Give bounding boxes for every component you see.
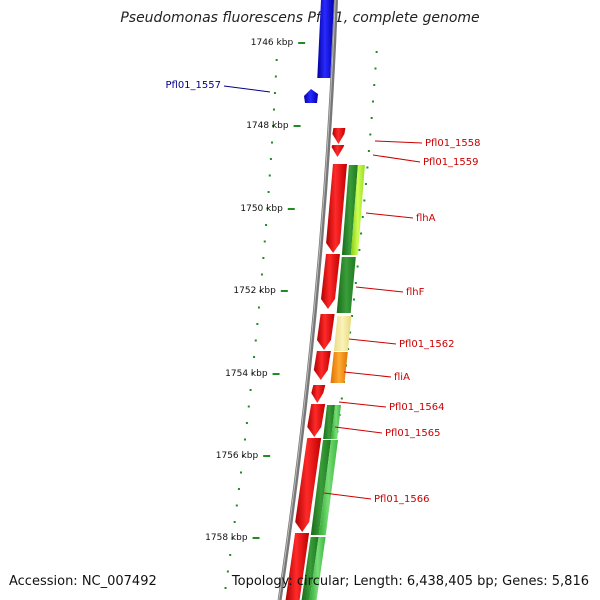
gene-block — [313, 351, 331, 380]
gene-block — [332, 128, 346, 144]
backbone-arc — [277, 0, 338, 600]
gene-label-leader — [323, 492, 372, 500]
scale-label: 1746 kbp — [251, 38, 294, 48]
scale-track: 1746 kbp 1748 kbp 1750 kbp 1752 kbp 1754 kbp… — [205, 38, 306, 543]
cog-block — [323, 405, 335, 439]
scale-label: 1756 kbp — [216, 451, 259, 461]
gene-block — [317, 0, 334, 78]
gene-label[interactable]: Pfl01_1557 — [165, 80, 221, 91]
cog-block — [336, 257, 356, 313]
gene-label[interactable]: Pfl01_1566 — [374, 494, 430, 505]
gene-label-leader — [338, 401, 387, 408]
gene-label[interactable]: Pfl01_1564 — [389, 402, 445, 413]
scale-label: 1754 kbp — [225, 369, 268, 379]
gene-label[interactable]: Pfl01_1559 — [423, 157, 479, 168]
gene-block — [304, 89, 318, 103]
gene-label-leader — [365, 212, 414, 219]
accession-label: Accession: NC_007492 — [9, 574, 157, 589]
genome-summary: Topology: circular; Length: 6,438,405 bp… — [231, 574, 589, 589]
map-title: Pseudomonas fluorescens Pf0-1, complete … — [120, 10, 480, 26]
gene-label-leader — [348, 338, 397, 345]
gene-label[interactable]: Pfl01_1565 — [385, 428, 441, 439]
cog-block — [318, 440, 338, 535]
gene-block — [317, 314, 335, 350]
gene-track — [285, 0, 365, 600]
gene-block — [285, 533, 310, 600]
gene-label-leader — [343, 371, 392, 378]
gene-label[interactable]: flhF — [406, 287, 425, 298]
gene-block — [311, 385, 326, 403]
cog-block — [331, 405, 341, 439]
gene-block — [307, 404, 326, 437]
cog-block — [301, 537, 319, 600]
gene-label-leader — [223, 85, 271, 93]
gene-label[interactable]: flhA — [416, 213, 436, 224]
scale-label: 1758 kbp — [205, 533, 248, 543]
gene-label[interactable]: Pfl01_1562 — [399, 339, 455, 350]
cog-block — [310, 440, 331, 535]
cog-block — [330, 352, 348, 383]
gene-label-leader — [334, 426, 383, 434]
gene-label-layer: Pfl01_1557 Pfl01_1558 Pfl01_1559 flhA flhF Pf… — [165, 80, 480, 505]
gene-label[interactable]: Pfl01_1558 — [425, 138, 481, 149]
cog-block — [341, 165, 358, 255]
scale-label: 1752 kbp — [233, 286, 276, 296]
gene-label[interactable]: fliA — [394, 372, 410, 383]
gene-block — [326, 164, 347, 253]
gene-label-leader — [372, 154, 421, 163]
cog-block — [309, 537, 326, 600]
cog-block — [350, 165, 365, 255]
gene-label-leader — [355, 286, 404, 293]
scale-label: 1748 kbp — [246, 121, 289, 131]
gene-label-leader — [374, 140, 423, 144]
gene-block — [295, 438, 322, 532]
gene-block — [331, 145, 345, 157]
cog-block — [333, 316, 352, 351]
scale-label: 1750 kbp — [240, 204, 283, 214]
backbone-ring — [277, 0, 338, 600]
gene-block — [321, 254, 340, 309]
